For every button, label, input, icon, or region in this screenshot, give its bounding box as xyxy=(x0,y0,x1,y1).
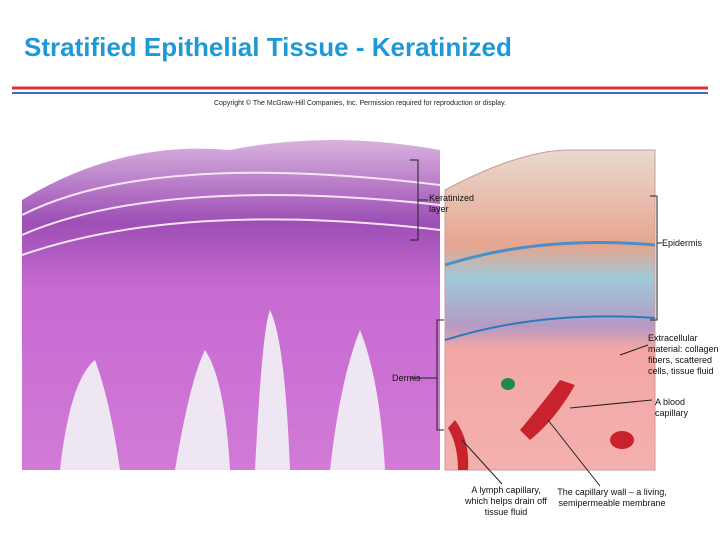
bracket xyxy=(650,195,662,321)
copyright: Copyright © The McGraw-Hill Companies, I… xyxy=(213,100,506,107)
label: Extracellular material: collagen fibers,… xyxy=(648,333,719,376)
micrograph xyxy=(22,140,440,470)
label: A lymph capillary, which helps drain off… xyxy=(465,485,547,517)
label: Epidermis xyxy=(662,238,703,248)
bracket xyxy=(410,319,444,431)
illustration xyxy=(444,149,656,471)
label: A blood capillary xyxy=(655,397,689,418)
basement-membrane xyxy=(444,315,656,341)
lymph-capillary xyxy=(448,420,469,470)
dermal-papillae xyxy=(60,310,385,470)
blood-capillary xyxy=(520,380,575,440)
capillary-section xyxy=(610,431,634,449)
bracket xyxy=(410,159,428,241)
leader-line xyxy=(461,344,653,487)
basal-line xyxy=(444,241,656,267)
label: The capillary wall – a living, semiperme… xyxy=(557,487,667,508)
title: Stratified Epithelial Tissue - Keratiniz… xyxy=(24,32,512,62)
keratin-lines xyxy=(21,171,441,256)
label: Keratinized layer xyxy=(429,193,475,214)
cell xyxy=(501,378,515,390)
label: Dermis xyxy=(392,373,421,383)
